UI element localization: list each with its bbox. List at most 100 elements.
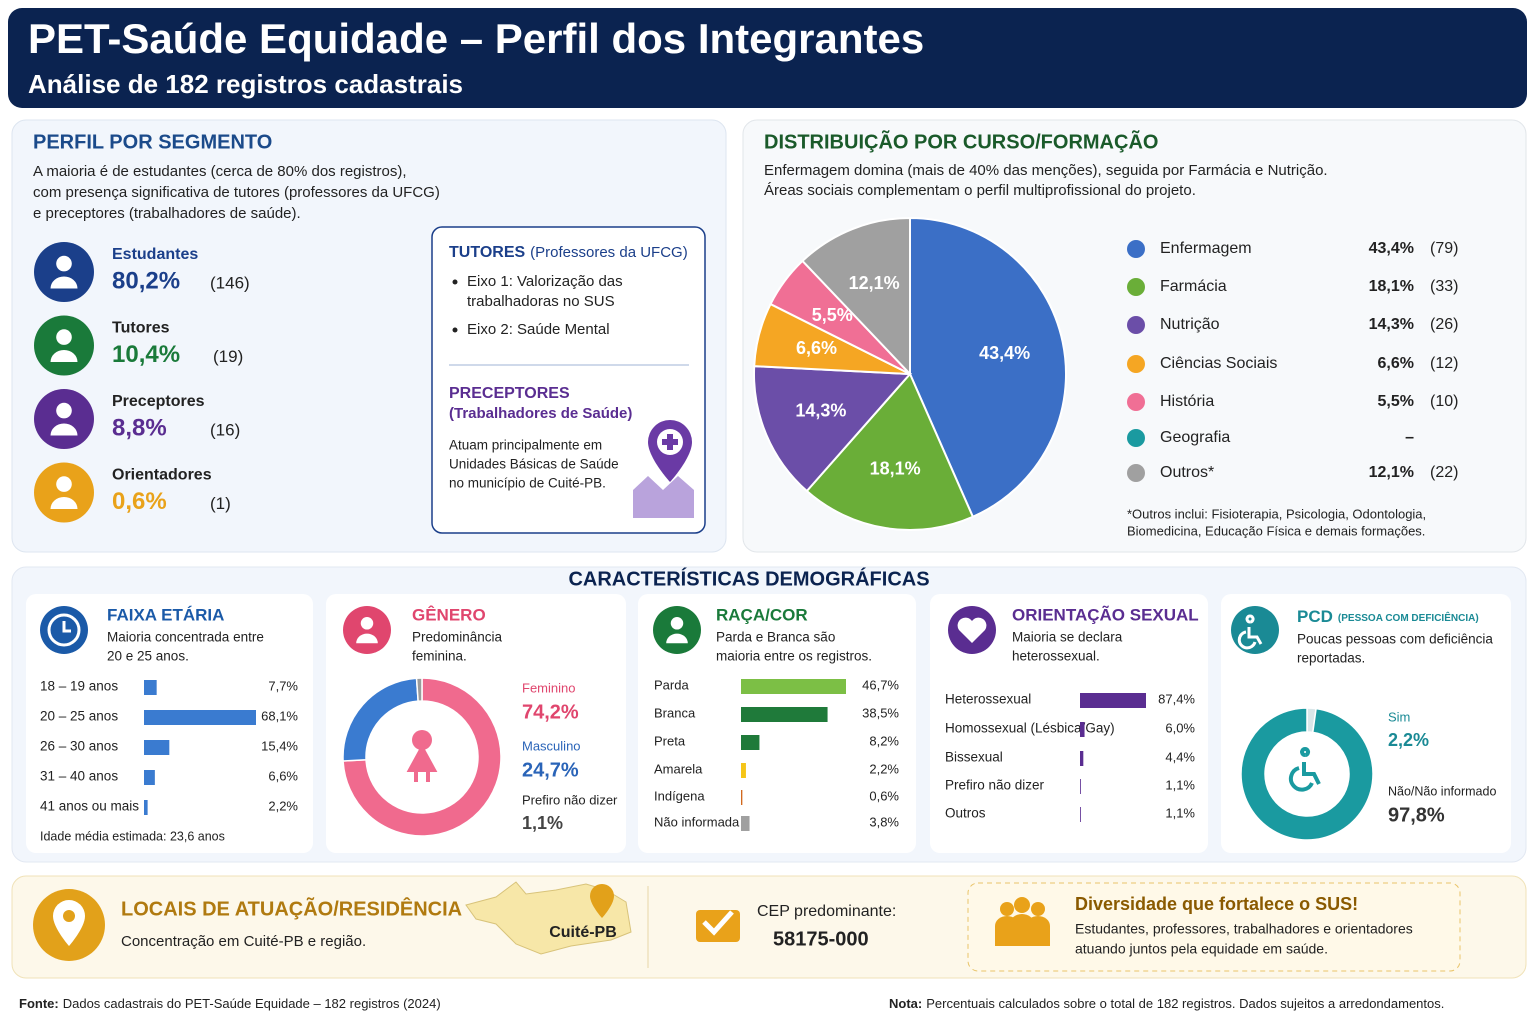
legend-value: 6,6% [1378,355,1414,372]
legend-label: Geografia [1160,429,1230,446]
bar [144,770,155,785]
legend-dot [1127,464,1145,482]
note-text: Percentuais calculados sobre o total de … [926,996,1444,1011]
card-title: GÊNERO [412,605,486,624]
bar-value: 1,1% [1165,805,1195,820]
bullet-text: Eixo 1: Valorização das [467,273,623,290]
legend-label: Nutrição [1160,316,1220,333]
legend-count: (10) [1430,393,1458,410]
bar-label: 26 – 30 anos [40,739,118,754]
bar-value: 2,2% [869,761,899,776]
segment-name: Tutores [112,320,170,337]
legend-value: 2,2% [1388,730,1429,750]
bullet [452,327,458,333]
legend-value: 74,2% [522,701,579,723]
location-text: Concentração em Cuité-PB e região. [121,933,366,950]
text-line: Áreas sociais complementam o perfil mult… [764,182,1196,199]
icon-bg [343,606,391,654]
bullet [452,279,458,285]
pie-slice [753,365,913,493]
bar-label: Branca [654,705,696,720]
bar-value: 1,1% [1165,777,1195,792]
bar-label: Parda [654,677,689,692]
icon-glyph [50,423,78,436]
icon-bg [34,315,94,376]
legend-value: 5,5% [1378,393,1414,410]
bar-label: Amarela [654,761,703,776]
legend-dot [1127,316,1145,334]
preceptores-title: PRECEPTORES [449,385,570,402]
icon-glyph [412,730,432,750]
tutores-note: (Professores da UFCG) [530,244,688,261]
bar-value: 4,4% [1165,749,1195,764]
legend-count: (12) [1430,355,1458,372]
section-title: CARACTERÍSTICAS DEMOGRÁFICAS [568,567,929,590]
text-line: Enfermagem domina (mais de 40% das mençõ… [764,162,1328,179]
bar [741,790,743,805]
legend-count: (26) [1430,316,1458,333]
bar-value: 0,6% [869,788,899,803]
bar-label: Heterossexual [945,692,1031,707]
text-line: Atuam principalmente em [449,438,602,453]
legend-label: História [1160,393,1214,410]
section-title: PERFIL POR SEGMENTO [33,131,272,153]
bar [741,763,746,778]
donut-slice [1240,707,1374,841]
map-pin [590,884,614,918]
legend-label: Feminino [522,680,575,695]
icon-bg [653,606,701,654]
bar-value: 3,8% [869,814,899,829]
legend-label: Farmácia [1160,278,1227,295]
segment-share: 8,8% [112,414,167,441]
subtitle: Análise de 182 registros cadastrais [28,69,463,99]
pcd-note: (PESSOA COM DEFICIÊNCIA) [1338,611,1479,624]
legend-count: (33) [1430,278,1458,295]
bar-value: 68,1% [261,708,298,723]
segment-share: 10,4% [112,341,180,368]
map [465,881,632,955]
card [638,594,916,853]
icon-glyph [50,497,78,509]
slice-label: 43,4% [979,343,1030,363]
legend-value: 12,1% [1369,464,1414,481]
legend-label: Masculino [522,738,581,753]
source-label: Fonte: [19,996,59,1011]
text-line: Parda e Branca são [716,630,835,645]
preceptores-note: (Trabalhadores de Saúde) [449,405,632,422]
bar-value: 15,4% [261,738,298,753]
text-line: Maioria se declara [1012,630,1123,645]
note: Nota: Percentuais calculados sobre o tota… [889,996,1444,1011]
text-line: Poucas pessoas com deficiência [1297,632,1493,647]
bar-label: Prefiro não dizer [945,778,1045,793]
text-line: *Outros inclui: Fisioterapia, Psicologia… [1127,506,1426,521]
icon-glyph [56,402,72,419]
icon-glyph [1288,747,1321,792]
diversity-title: Diversidade que fortalece o SUS! [1075,894,1358,914]
segment-share: 80,2% [112,267,180,294]
segment-count: (16) [210,420,240,439]
icon-glyph [360,617,374,630]
location-title: LOCAIS DE ATUAÇÃO/RESIDÊNCIA [121,896,462,920]
donut-slice [415,677,423,702]
text-line: heterossexual. [1012,649,1100,664]
segment-name: Estudantes [112,246,198,263]
text-line: feminina. [412,649,467,664]
pcd-title: PCD (PESSOA COM DEFICIÊNCIA) [1297,607,1479,626]
card-title: RAÇA/COR [716,605,808,624]
icon-glyph [356,633,378,644]
legend-dot [1127,429,1145,447]
icon-glyph [50,350,78,362]
title: PET-Saúde Equidade – Perfil dos Integran… [28,15,924,62]
legend-value: 18,1% [1369,278,1414,295]
pin-icon [33,889,105,961]
pie-slice [805,372,975,531]
note-label: Nota: [889,996,922,1011]
segment-count: (146) [210,273,250,292]
bullet-text: Eixo 2: Saúde Mental [467,321,610,338]
cep-icon [696,910,740,942]
people-icon [995,897,1050,946]
section-title: DISTRIBUIÇÃO POR CURSO/FORMAÇÃO [764,130,1158,153]
tutores-title: TUTORES (Professores da UFCG) [449,244,688,261]
legend-value: 1,1% [522,813,563,833]
slice-label: 5,5% [812,305,853,325]
